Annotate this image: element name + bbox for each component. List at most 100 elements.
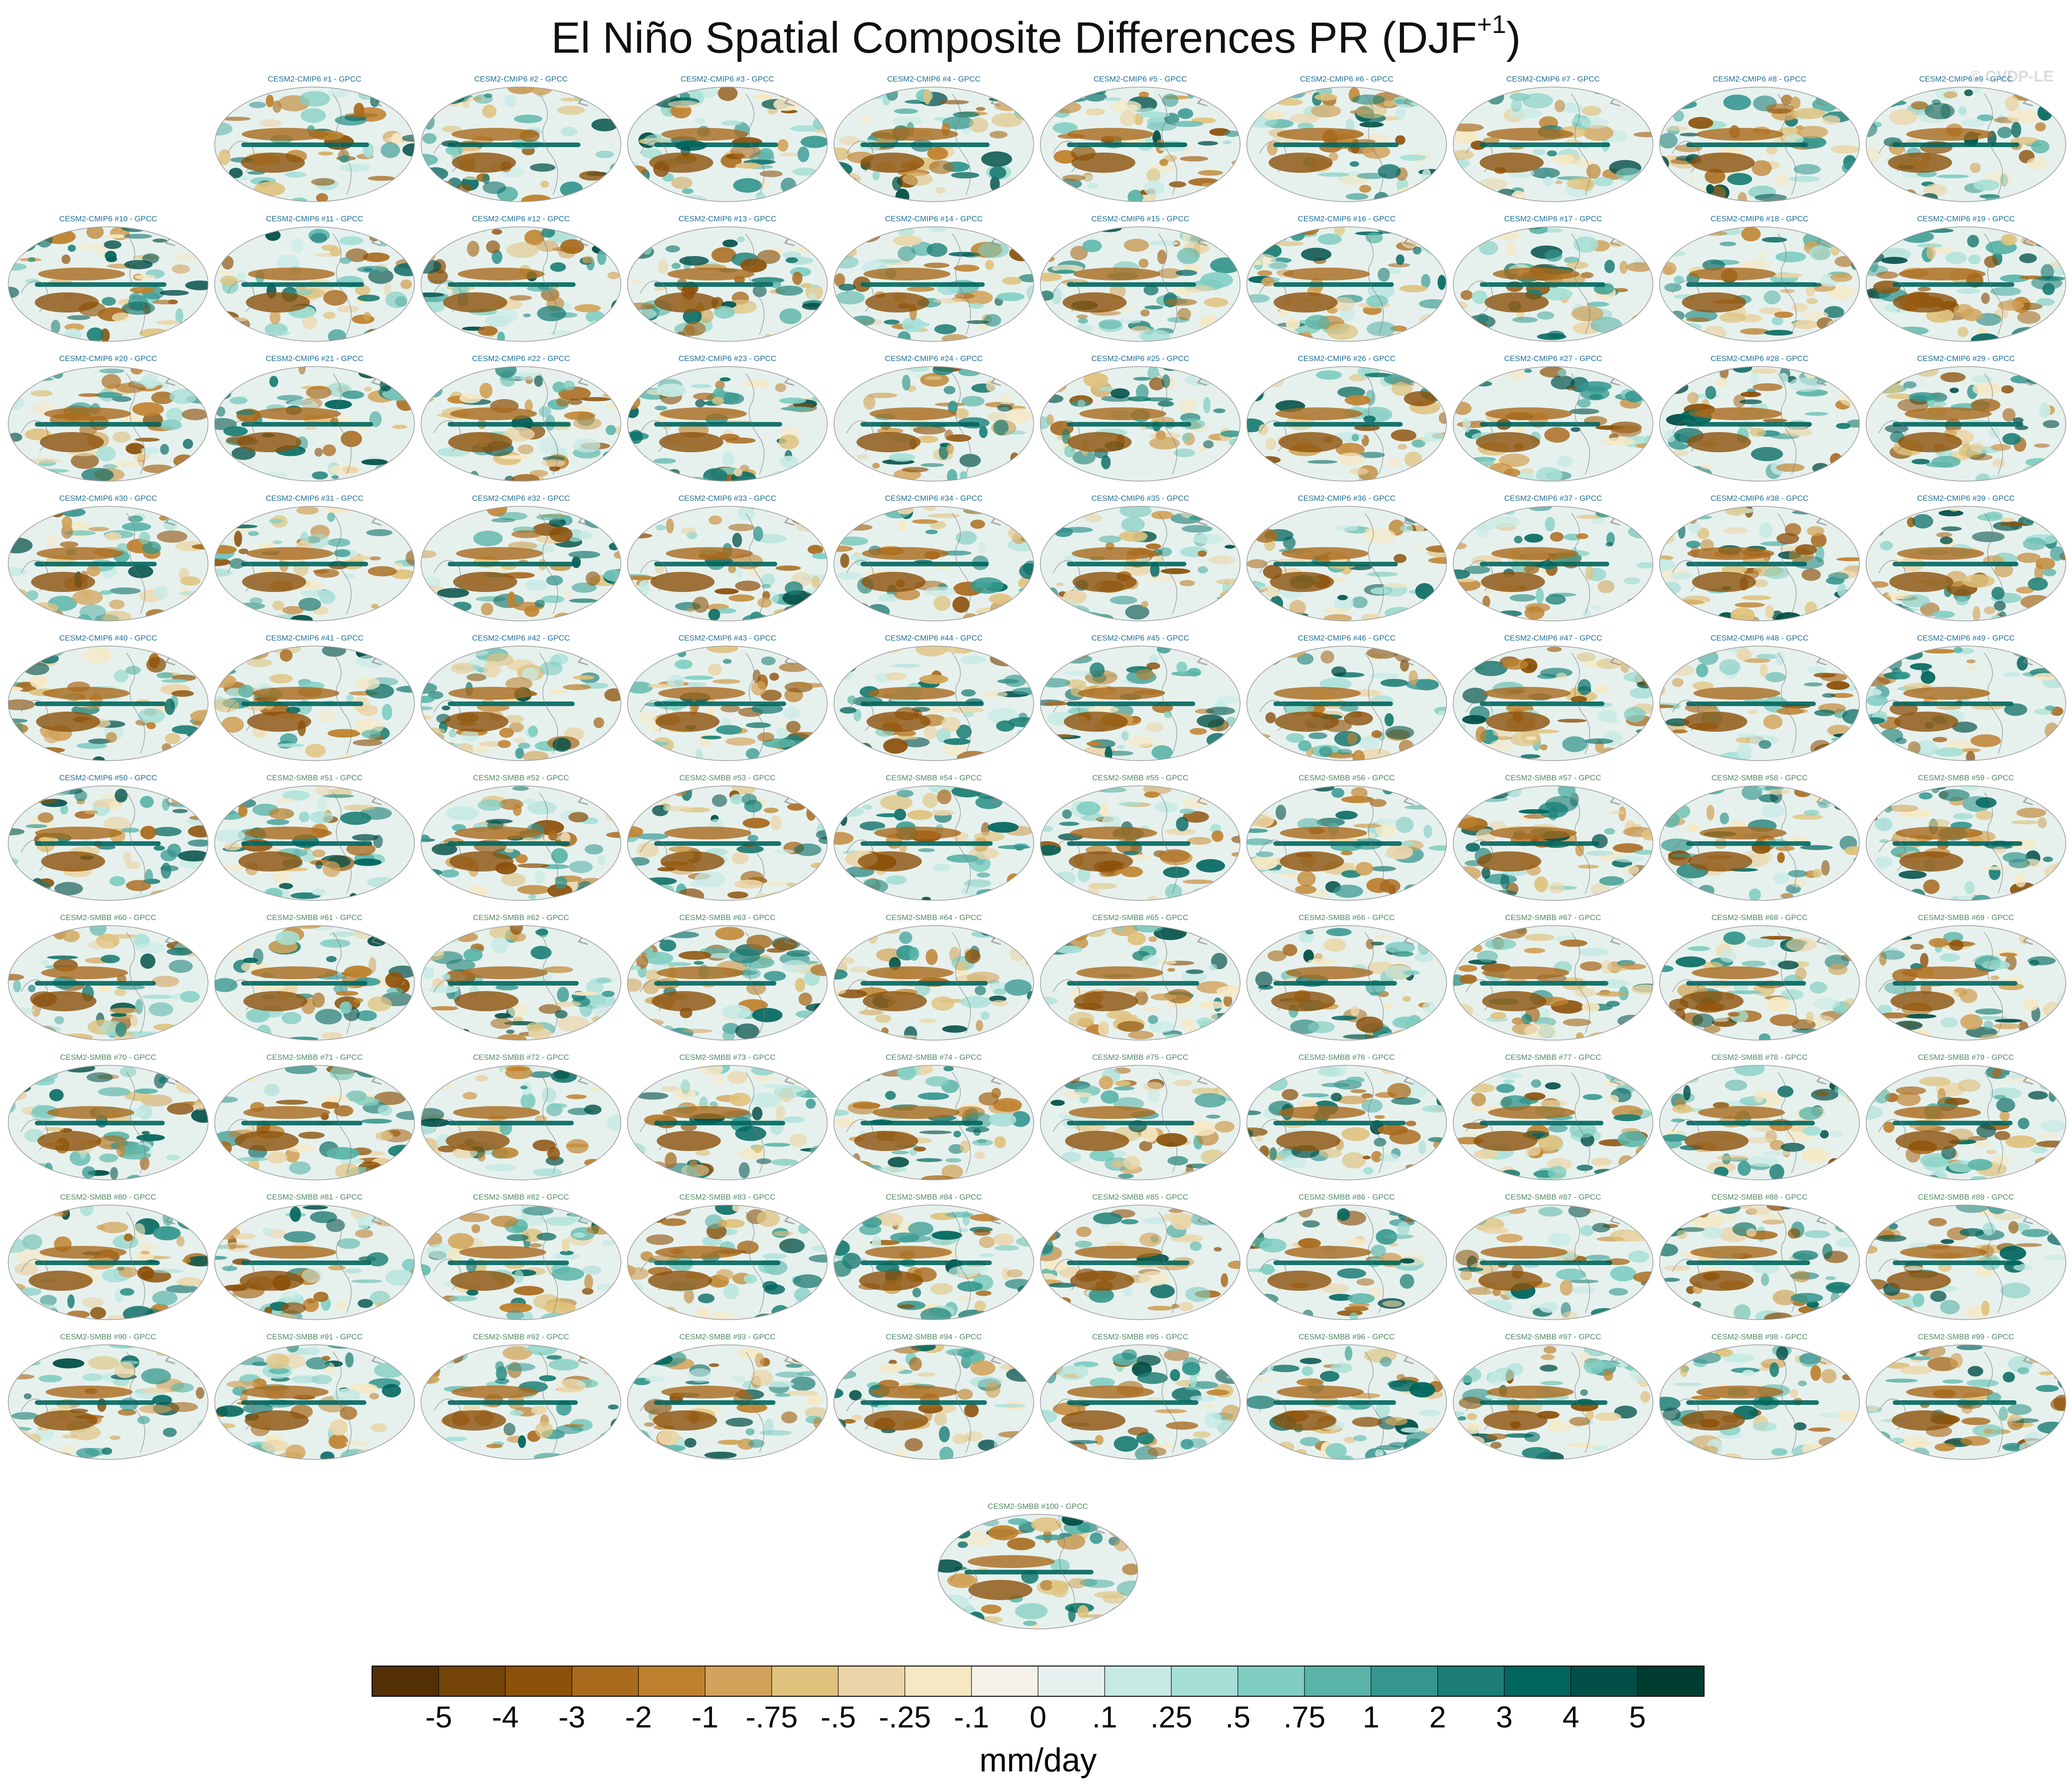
anomaly-patch	[1793, 108, 1825, 119]
anomaly-patch	[1179, 156, 1208, 162]
anomaly-patch	[2050, 884, 2061, 894]
anomaly-patch	[642, 103, 651, 109]
anomaly-patch	[1530, 167, 1560, 179]
anomaly-patch	[585, 844, 603, 855]
anomaly-patch	[581, 397, 611, 401]
anomaly-patch	[1255, 752, 1283, 761]
coastline	[1365, 93, 1384, 195]
anomaly-patch	[1248, 380, 1260, 391]
map-border	[1453, 366, 1654, 482]
anomaly-patch	[761, 690, 782, 701]
anomaly-patch	[1788, 870, 1808, 877]
map-border	[833, 366, 1034, 482]
anomaly-patch	[1780, 893, 1793, 899]
anomaly-patch	[860, 369, 875, 373]
anomaly-patch	[794, 843, 822, 856]
coastline	[1158, 233, 1178, 335]
anomaly-patch	[1139, 91, 1149, 98]
anomaly-patch	[889, 453, 915, 462]
map-panel: CESM2-CMIP6 #12 - GPCC	[421, 214, 621, 342]
anomaly-patch	[1255, 851, 1274, 857]
anomaly-patch	[718, 87, 738, 101]
anomaly-patch	[1638, 807, 1653, 817]
anomaly-patch	[734, 568, 743, 578]
anomaly-patch	[1869, 258, 1879, 273]
equatorial-wet-band	[1480, 562, 1610, 566]
anomaly-patch	[763, 807, 779, 813]
dry-band	[1062, 292, 1127, 312]
anomaly-patch	[1571, 696, 1587, 703]
anomaly-patch	[392, 425, 407, 429]
anomaly-patch	[1660, 380, 1688, 395]
anomaly-patch	[2033, 673, 2057, 681]
anomaly-patch	[2045, 722, 2059, 739]
anomaly-patch	[141, 447, 160, 454]
anomaly-patch	[850, 321, 861, 333]
map-panel: CESM2-CMIP6 #40 - GPCC	[8, 634, 208, 761]
anomaly-patch	[1578, 865, 1599, 869]
anomaly-patch	[140, 795, 154, 808]
anomaly-patch	[1637, 184, 1653, 192]
anomaly-patch	[1556, 673, 1567, 680]
anomaly-patch	[1924, 649, 1957, 654]
anomaly-patch	[296, 506, 319, 515]
anomaly-patch	[552, 381, 566, 393]
anomaly-patch	[109, 800, 120, 811]
anomaly-patch	[1970, 162, 1981, 173]
coastline	[1571, 93, 1590, 195]
anomaly-patch	[965, 712, 974, 718]
anomaly-patch	[399, 192, 415, 202]
anomaly-patch	[834, 806, 864, 817]
anomaly-patch	[1631, 313, 1653, 328]
dry-band	[38, 268, 125, 280]
coastline	[1571, 513, 1590, 614]
anomaly-patch	[1795, 544, 1817, 555]
anomaly-patch	[1747, 853, 1768, 868]
anomaly-patch	[1935, 747, 1964, 757]
anomaly-patch	[1349, 468, 1369, 475]
anomaly-patch	[693, 393, 718, 400]
anomaly-patch	[46, 506, 64, 513]
anomaly-patch	[1641, 828, 1653, 841]
anomaly-patch	[1866, 102, 1888, 113]
anomaly-patch	[604, 235, 615, 240]
anomaly-patch	[1395, 368, 1421, 376]
map-panel: CESM2-CMIP6 #9 - GPCC	[1865, 75, 2067, 202]
anomaly-patch	[1385, 726, 1414, 740]
coastline	[227, 700, 255, 731]
anomaly-patch	[337, 754, 358, 761]
anomaly-patch	[919, 674, 948, 684]
anomaly-patch	[1822, 115, 1841, 125]
dry-band	[1699, 827, 1787, 839]
map-border	[1453, 87, 1654, 202]
dry-band	[1275, 712, 1339, 732]
anomaly-patch	[1118, 801, 1141, 806]
anomaly-patch	[638, 882, 654, 894]
anomaly-patch	[1018, 314, 1034, 327]
anomaly-patch	[1273, 241, 1304, 247]
anomaly-patch	[36, 231, 53, 248]
coastline	[433, 979, 461, 1011]
equatorial-wet-band	[448, 981, 579, 986]
anomaly-patch	[1353, 823, 1381, 828]
anomaly-patch	[448, 931, 459, 943]
panel-title: CESM2-CMIP6 #43 - GPCC	[679, 634, 777, 642]
anomaly-patch	[89, 926, 107, 936]
anomaly-patch	[880, 795, 913, 811]
anomaly-patch	[1437, 274, 1446, 290]
anomaly-patch	[1507, 367, 1525, 381]
anomaly-patch	[593, 1025, 601, 1033]
anomaly-patch	[862, 754, 890, 761]
anomaly-patch	[834, 161, 853, 177]
anomaly-patch	[1545, 517, 1555, 532]
anomaly-patch	[579, 930, 606, 936]
anomaly-patch	[853, 709, 862, 722]
anomaly-patch	[1761, 803, 1785, 818]
anomaly-patch	[902, 172, 933, 186]
dry-band	[451, 128, 539, 141]
anomaly-patch	[530, 163, 556, 172]
dry-band	[1278, 432, 1343, 452]
coastline	[745, 792, 765, 894]
anomaly-patch	[361, 459, 388, 466]
anomaly-patch	[131, 894, 159, 900]
